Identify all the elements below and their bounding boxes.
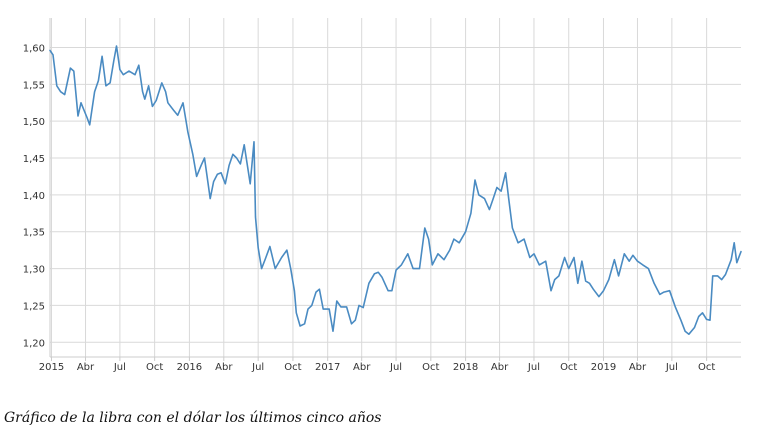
x-tick-label: Oct bbox=[146, 362, 163, 373]
y-tick-label: 1,40 bbox=[23, 191, 45, 202]
gbp-usd-chart: 1,20 1,25 1,30 1,35 1,40 1,45 1,50 1,55 1,60 2015… bbox=[23, 18, 742, 373]
x-tick-label: 2019 bbox=[591, 362, 616, 373]
series-layer bbox=[49, 45, 742, 335]
x-tick-label: 2015 bbox=[39, 362, 64, 373]
x-tick-label: Jul bbox=[665, 362, 678, 373]
x-tick-label: Oct bbox=[422, 362, 439, 373]
x-tick-label: Abr bbox=[491, 362, 509, 373]
x-tick-label: Oct bbox=[698, 362, 715, 373]
x-tick-label: Jul bbox=[389, 362, 402, 373]
y-tick-label: 1,25 bbox=[23, 301, 45, 312]
chart-caption: Gráfico de la libra con el dólar los últ… bbox=[4, 410, 382, 426]
y-tick-label: 1,20 bbox=[23, 338, 45, 349]
y-tick-label: 1,30 bbox=[23, 265, 45, 276]
x-tick-label: Oct bbox=[284, 362, 301, 373]
x-tick-label: Abr bbox=[77, 362, 95, 373]
x-tick-label: Oct bbox=[560, 362, 577, 373]
grid-layer bbox=[50, 18, 741, 357]
y-tick-label: 1,50 bbox=[23, 117, 45, 128]
x-tick-label: Abr bbox=[215, 362, 233, 373]
y-tick-label: 1,55 bbox=[23, 80, 45, 91]
x-tick-label: 2017 bbox=[315, 362, 340, 373]
x-tick-label: Jul bbox=[527, 362, 540, 373]
y-tick-label: 1,35 bbox=[23, 228, 45, 239]
x-tick-label: Abr bbox=[629, 362, 647, 373]
x-tick-label: 2016 bbox=[177, 362, 202, 373]
x-tick-label: Jul bbox=[113, 362, 126, 373]
x-tick-label: Jul bbox=[251, 362, 264, 373]
tick-label-layer: 1,20 1,25 1,30 1,35 1,40 1,45 1,50 1,55 1,60 2015… bbox=[23, 43, 716, 373]
y-tick-label: 1,45 bbox=[23, 154, 45, 165]
x-tick-label: Abr bbox=[353, 362, 371, 373]
axis-layer bbox=[49, 18, 741, 361]
chart-svg: 1,20 1,25 1,30 1,35 1,40 1,45 1,50 1,55 1,60 2015… bbox=[23, 18, 742, 373]
y-tick-label: 1,60 bbox=[23, 43, 45, 54]
gbp-usd-series-line bbox=[49, 45, 742, 335]
x-tick-label: 2018 bbox=[453, 362, 478, 373]
